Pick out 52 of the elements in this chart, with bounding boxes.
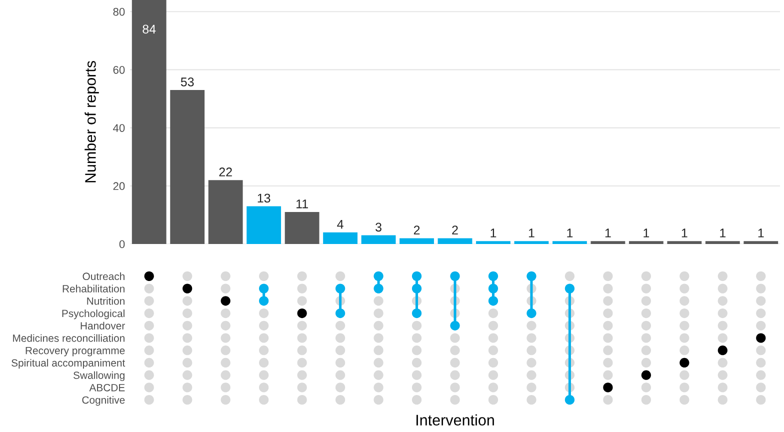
data-label: 13 <box>258 194 270 203</box>
bar <box>628 241 664 244</box>
bar <box>552 241 587 244</box>
bar <box>438 238 472 244</box>
y-tick-label: 20 <box>113 182 125 190</box>
data-label: 53 <box>180 78 194 86</box>
category-label: Rehabilitation <box>62 284 124 292</box>
bar <box>284 212 320 244</box>
data-label: 11 <box>296 200 308 208</box>
data-label: 2 <box>452 226 458 234</box>
y-tick-label: 0 <box>119 240 125 248</box>
data-label: 4 <box>337 220 344 229</box>
y-tick-label: 80 <box>113 8 125 16</box>
data-label: 1 <box>490 228 496 238</box>
bar <box>667 241 702 244</box>
data-label: 1 <box>758 228 764 238</box>
category-label: Nutrition <box>87 297 124 305</box>
bar <box>132 0 166 244</box>
data-label: 1 <box>720 228 726 238</box>
data-label: 1 <box>682 228 688 238</box>
data-label: 22 <box>219 168 232 176</box>
y-tick-label: 40 <box>113 124 125 132</box>
bar <box>170 90 205 244</box>
data-label: 1 <box>605 228 611 238</box>
data-label: 2 <box>414 226 420 234</box>
category-label: Medicines reconcilliation <box>13 334 124 342</box>
data-label: 3 <box>376 222 382 232</box>
bar <box>744 241 778 244</box>
category-label: ABCDE <box>89 384 125 392</box>
category-label: Swallowing <box>74 371 124 382</box>
data-label: 1 <box>528 228 534 238</box>
category-label: Handover <box>80 322 125 330</box>
bar <box>590 241 626 244</box>
bar <box>361 235 396 244</box>
bar <box>246 206 282 244</box>
data-label: 1 <box>644 228 650 238</box>
category-label: Psychological <box>62 310 124 320</box>
data-label: 1 <box>567 228 573 238</box>
text: Intervention <box>416 414 494 426</box>
category-label: Outreach <box>82 272 124 280</box>
bar <box>208 180 243 244</box>
bar <box>323 232 358 244</box>
y-tick-label: 60 <box>113 66 125 74</box>
category-label: Cognitive <box>82 396 125 406</box>
data-label: 84 <box>142 24 156 34</box>
y-axis-title: Number of reports <box>84 60 99 182</box>
bar <box>476 241 510 244</box>
bar <box>514 241 549 244</box>
category-label: Spiritual accompaniment <box>12 358 126 369</box>
category-label: Recovery programme <box>26 346 125 356</box>
bar <box>400 238 434 244</box>
bar <box>705 241 740 244</box>
